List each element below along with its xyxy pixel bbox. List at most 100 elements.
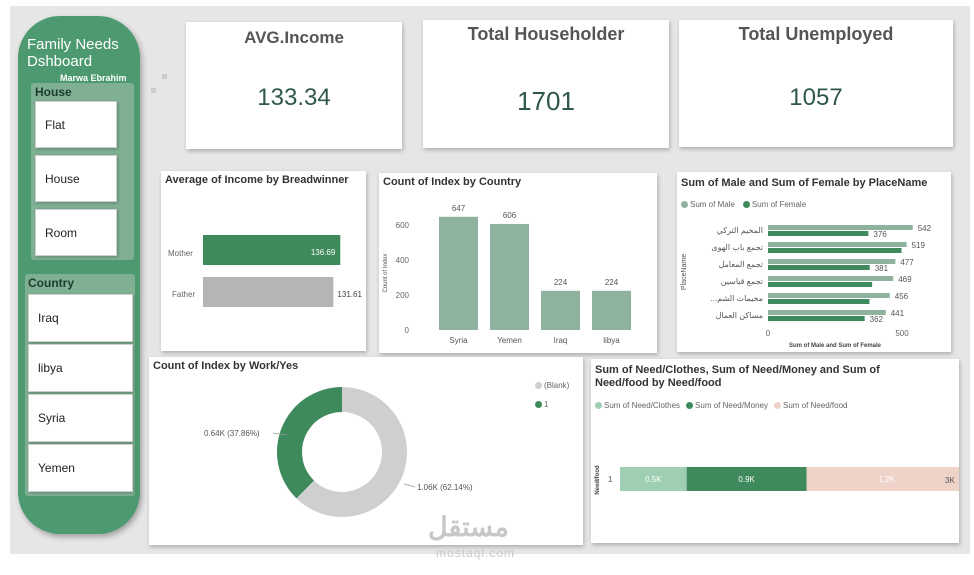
slicer-item-house[interactable]: House bbox=[35, 155, 117, 202]
legend-label: Sum of Need/Money bbox=[695, 401, 768, 410]
female-bar[interactable] bbox=[768, 248, 902, 253]
house-slicer: House Flat House Room bbox=[31, 83, 134, 260]
data-label: 441 bbox=[891, 309, 905, 318]
country-bar[interactable] bbox=[490, 223, 529, 330]
stacked-segment[interactable] bbox=[686, 467, 807, 491]
kpi-value: 1701 bbox=[517, 86, 575, 116]
male-bar[interactable] bbox=[768, 259, 896, 264]
x-tick: 0 bbox=[766, 329, 771, 338]
donut-slice[interactable] bbox=[277, 387, 342, 499]
data-label: 0.5K bbox=[645, 475, 662, 484]
slice-label: 1.06K (62.14%) bbox=[417, 483, 473, 492]
country-bar[interactable] bbox=[592, 290, 631, 330]
legend-dot bbox=[686, 402, 694, 409]
kpi-value: 133.34 bbox=[257, 84, 331, 111]
legend-label: Sum of Need/Clothes bbox=[604, 401, 681, 410]
data-label: 456 bbox=[895, 292, 909, 301]
male-bar[interactable] bbox=[768, 276, 894, 281]
kpi-card-total-unemployed: Total Unemployed 1057 bbox=[679, 20, 953, 147]
category-label: Father bbox=[172, 290, 195, 299]
female-bar[interactable] bbox=[768, 316, 865, 321]
slicer-item-yemen[interactable]: Yemen bbox=[28, 444, 133, 492]
chart-work-donut[interactable]: Count of Index by Work/Yes (Blank) 1 1.0… bbox=[149, 357, 583, 545]
legend-item-food: Sum of Need/food bbox=[773, 401, 848, 410]
leader-line bbox=[272, 432, 288, 436]
house-slicer-heading: House bbox=[35, 85, 72, 99]
female-bar[interactable] bbox=[768, 265, 870, 270]
slicer-item-iraq[interactable]: Iraq bbox=[28, 294, 133, 342]
legend-item-female: Sum of Female bbox=[742, 200, 807, 209]
chart-needs-stacked[interactable]: Sum of Need/Clothes, Sum of Need/Money a… bbox=[591, 359, 959, 543]
male-bar[interactable] bbox=[768, 242, 907, 247]
chart-male-female-by-place[interactable]: Sum of Male and Sum of Female by PlaceNa… bbox=[677, 172, 951, 352]
country-bar[interactable] bbox=[541, 290, 580, 330]
x-axis-label: Sum of Male and Sum of Female bbox=[789, 343, 882, 349]
category-label: libya bbox=[603, 336, 620, 345]
category-label: ...مخيمات الشم bbox=[711, 294, 763, 303]
legend-item-blank: (Blank) bbox=[535, 381, 569, 390]
category-label: مساكن العمال bbox=[716, 311, 763, 320]
data-label: 542 bbox=[918, 224, 932, 233]
legend-dot bbox=[742, 201, 750, 208]
chart-count-by-country[interactable]: Count of Index by Country Count of Index… bbox=[379, 173, 657, 353]
category-label: تجمع المعامل bbox=[719, 260, 763, 269]
data-label: 136.69 bbox=[311, 248, 336, 257]
data-label: 469 bbox=[898, 275, 912, 284]
category-label: تجمع باب الهوى bbox=[711, 243, 763, 252]
income-bar[interactable] bbox=[203, 277, 334, 307]
male-bar[interactable] bbox=[768, 310, 886, 315]
legend-item-money: Sum of Need/Money bbox=[686, 401, 768, 410]
axis-max-label: 3K bbox=[945, 476, 955, 485]
slicer-item-libya[interactable]: libya bbox=[28, 344, 133, 392]
stacked-segment[interactable] bbox=[806, 467, 959, 491]
donut-slice[interactable] bbox=[296, 387, 407, 517]
category-label: Mother bbox=[168, 249, 193, 258]
chart-title: Count of Index by Country bbox=[383, 176, 522, 188]
female-bar[interactable] bbox=[768, 282, 873, 287]
dashboard-title: Family Needs Dshboard bbox=[27, 36, 119, 70]
slicer-item-syria[interactable]: Syria bbox=[28, 394, 133, 442]
legend-dot bbox=[535, 401, 542, 408]
income-bar[interactable] bbox=[203, 235, 341, 265]
legend-label: Sum of Need/food bbox=[782, 401, 848, 410]
data-label: 477 bbox=[900, 258, 914, 267]
category-label: Yemen bbox=[497, 336, 522, 345]
data-label: 647 bbox=[452, 204, 466, 213]
country-bar[interactable] bbox=[439, 216, 478, 330]
female-bar[interactable] bbox=[768, 299, 870, 304]
y-tick: 200 bbox=[396, 291, 410, 300]
data-label: 362 bbox=[870, 315, 884, 324]
kpi-title: AVG.Income bbox=[244, 28, 344, 47]
male-bar[interactable] bbox=[768, 225, 913, 230]
donut-svg: 1.06K (62.14%) 0.64K (37.86%) bbox=[204, 387, 473, 517]
chart-title: Sum of Male and Sum of Female by PlaceNa… bbox=[681, 177, 928, 189]
data-label: 224 bbox=[554, 278, 568, 287]
watermark-logo: مستقل bbox=[428, 512, 509, 542]
legend-label: Sum of Female bbox=[751, 200, 807, 209]
income-bar-svg: Mother Father 136.69 131.61 bbox=[168, 235, 362, 307]
watermark-url: mostaql.com bbox=[436, 546, 516, 560]
slicer-item-flat[interactable]: Flat bbox=[35, 101, 117, 148]
female-bar[interactable] bbox=[768, 231, 869, 236]
kpi-card-total-householder: Total Householder 1701 bbox=[423, 20, 669, 148]
kpi-card-avg-income: AVG.Income 133.34 bbox=[186, 22, 402, 149]
kpi-value: 1057 bbox=[789, 84, 843, 111]
author-name: Marwa Ebrahim bbox=[60, 73, 127, 83]
country-slicer: Country Iraq libya Syria Yemen bbox=[25, 274, 135, 496]
sidebar: Family Needs Dshboard Marwa Ebrahim Hous… bbox=[18, 16, 140, 534]
slicer-item-room[interactable]: Room bbox=[35, 209, 117, 256]
legend-item-1: 1 bbox=[535, 400, 548, 409]
chart-legend: Sum of Need/Clothes Sum of Need/Money Su… bbox=[595, 401, 847, 410]
category-label: تجمع قباسين bbox=[721, 277, 763, 286]
chart-title: Count of Index by Work/Yes bbox=[153, 360, 299, 372]
marker bbox=[151, 88, 156, 93]
place-bar-svg: PlaceName المخيم التركي 542 376 تجمع باب ال… bbox=[681, 224, 932, 349]
legend-label: (Blank) bbox=[544, 381, 570, 390]
legend-item-clothes: Sum of Need/Clothes bbox=[595, 401, 680, 410]
chart-legend: Sum of Male Sum of Female bbox=[681, 200, 806, 209]
male-bar[interactable] bbox=[768, 293, 890, 298]
kpi-title: Total Householder bbox=[467, 24, 625, 44]
chart-income-by-breadwinner[interactable]: Average of Income by Breadwinner Mother … bbox=[161, 171, 366, 351]
leader-line bbox=[403, 483, 416, 488]
stacked-segment[interactable] bbox=[620, 467, 687, 491]
